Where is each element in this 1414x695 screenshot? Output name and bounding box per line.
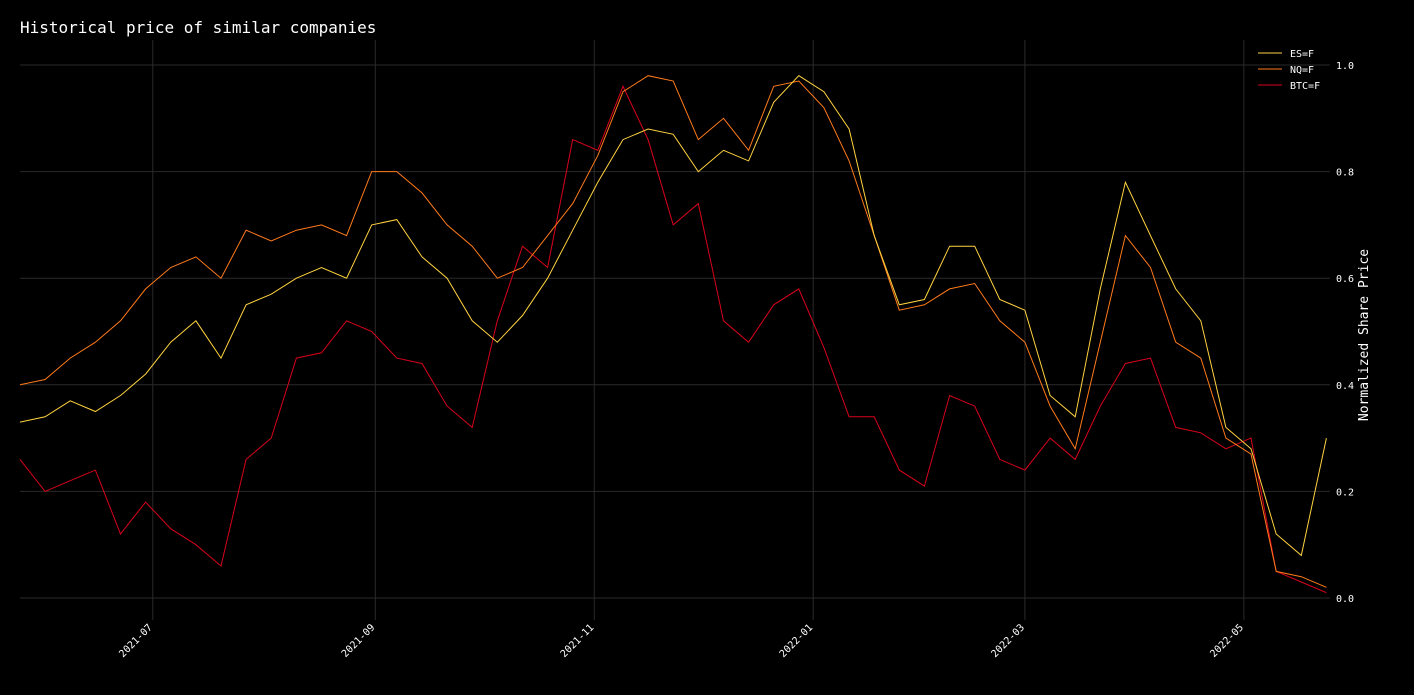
y-tick-label: 0.0 — [1336, 594, 1354, 605]
x-tick-label: 2021-11 — [559, 622, 597, 660]
series-line-es-f — [19, 75, 1327, 557]
series-lines — [19, 75, 1327, 594]
y-tick-label: 1.0 — [1336, 61, 1354, 72]
legend-label: BTC=F — [1290, 81, 1320, 92]
x-tick-label: 2022-03 — [989, 622, 1027, 660]
y-tick-label: 0.8 — [1336, 168, 1354, 179]
x-tick-label: 2021-09 — [340, 622, 378, 660]
x-tick-label: 2022-01 — [778, 622, 816, 660]
x-tick-label: 2021-07 — [117, 622, 155, 660]
y-tick-label: 0.6 — [1336, 274, 1354, 285]
legend-label: NQ=F — [1290, 65, 1314, 76]
grid — [20, 40, 1330, 620]
y-axis-label: Normalized Share Price — [1357, 249, 1372, 421]
y-axis-ticks: 0.0 0.2 0.4 0.6 0.8 1.0 — [1336, 61, 1354, 605]
y-tick-label: 0.2 — [1336, 487, 1354, 498]
legend-label: ES=F — [1290, 49, 1314, 60]
x-tick-label: 2022-05 — [1208, 622, 1246, 660]
series-line-nq-f — [19, 75, 1327, 588]
y-tick-label: 0.4 — [1336, 381, 1354, 392]
legend: ES=F NQ=F BTC=F — [1258, 49, 1320, 92]
chart-title: Historical price of similar companies — [20, 18, 376, 37]
x-axis-ticks: 2021-07 2021-09 2021-11 2022-01 2022-03 2022-… — [117, 622, 1246, 660]
series-line-btc-f — [19, 85, 1327, 594]
